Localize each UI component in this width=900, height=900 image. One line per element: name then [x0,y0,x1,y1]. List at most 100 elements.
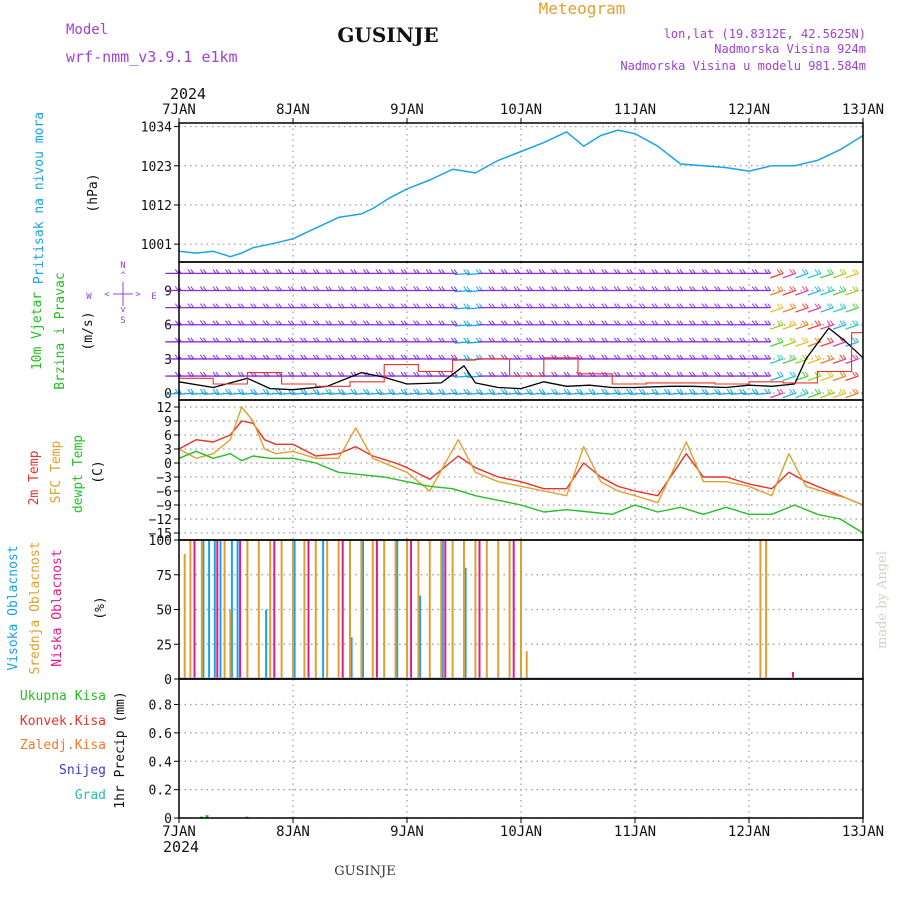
wind-barb [199,320,204,326]
wind-barb [300,303,305,308]
wind-barb [463,371,468,377]
wind-barb [842,354,847,360]
wind-barb [275,269,280,274]
wind-barb [453,286,458,291]
wind-barb [228,269,232,274]
wind-barb [782,392,796,399]
wind-barb [453,388,458,394]
wind-barb [212,269,217,274]
wind-barb [845,324,859,330]
wind-barb [441,269,446,274]
wind-barb [463,354,468,360]
wind-barb [654,286,659,291]
wind-barb [237,303,242,308]
wind-barb [739,269,743,274]
wind-barb [375,337,380,343]
wind-barb [237,286,242,291]
wind-barb [265,388,270,394]
wind-barb [388,320,392,326]
wind-barb [403,371,408,377]
wind-barb [832,289,847,296]
wind-barb [290,337,295,343]
wind-barb [340,354,345,360]
wind-barb [174,303,179,308]
wind-barb [742,371,746,377]
wind-barb [403,269,408,274]
wind-barb [845,392,859,399]
wind-barb [265,286,270,291]
y-tick-label: 9 [164,415,172,430]
wind-barb [804,371,809,377]
wind-barb [795,289,809,296]
wind-barb [792,269,797,274]
wind-barb [638,286,643,291]
wind-barb [554,392,571,396]
wind-barb [325,337,330,343]
wind-barb [403,320,408,326]
wind-barb [517,392,533,396]
wind-barb [629,337,634,343]
wind-barb [428,388,433,394]
wind-barb [692,269,696,274]
wind-barb [651,320,656,326]
wind-barb [817,354,822,360]
wind-barb [566,303,571,308]
wind-barb [855,269,859,274]
wind-barb [203,392,219,396]
wind-barb [441,354,446,360]
wind-barb [438,286,443,291]
wind-barb [692,371,696,377]
wind-barb [488,286,493,291]
wind-barb [814,388,819,394]
wind-barb [391,354,395,360]
wind-barb [676,388,681,394]
wind-barb [516,286,521,291]
wind-barb [350,269,355,274]
wind-barb [275,286,280,291]
wind-barb [601,303,606,308]
wind-barb [588,320,593,326]
wind-barb [400,286,405,291]
wind-barb [852,337,856,343]
wind-barb [202,269,207,274]
wind-barb [488,269,493,274]
wind-barb [516,354,521,360]
wind-barb [579,337,583,343]
wind-barb [438,371,443,377]
wind-barb [250,269,254,274]
wind-barb [613,286,618,291]
wind-barb [801,371,806,377]
wind-barb [832,324,847,330]
wind-barb [629,392,646,396]
wind-barb [454,392,470,396]
wind-barb [303,320,308,326]
wind-barb [566,388,571,394]
wind-barb [453,320,458,326]
wind-barb [416,286,420,291]
svg-text:S: S [120,316,125,326]
wind-barb [829,303,834,308]
wind-barb [641,371,646,377]
wind-barb [566,371,571,377]
wind-barb [767,303,772,308]
wind-barb [278,337,283,343]
wind-barb [566,286,571,291]
wind-barb [441,392,458,396]
wind-barb [265,337,270,343]
wind-barb [328,286,333,291]
wind-barb [739,337,743,343]
wind-barb [829,286,834,291]
wind-barb [591,269,596,274]
wind-barb [190,303,195,308]
svg-text:>: > [135,290,141,300]
wind-barb [751,388,756,394]
wind-barb [855,388,859,394]
wind-barb [199,303,204,308]
wind-barb [425,337,430,343]
tick-label-8jan-b: 8JAN [276,824,310,840]
wind-barb [529,320,533,326]
wind-barb [416,392,433,396]
wind-barb [215,388,220,394]
wind-barb [638,320,643,326]
wind-barb [215,286,220,291]
